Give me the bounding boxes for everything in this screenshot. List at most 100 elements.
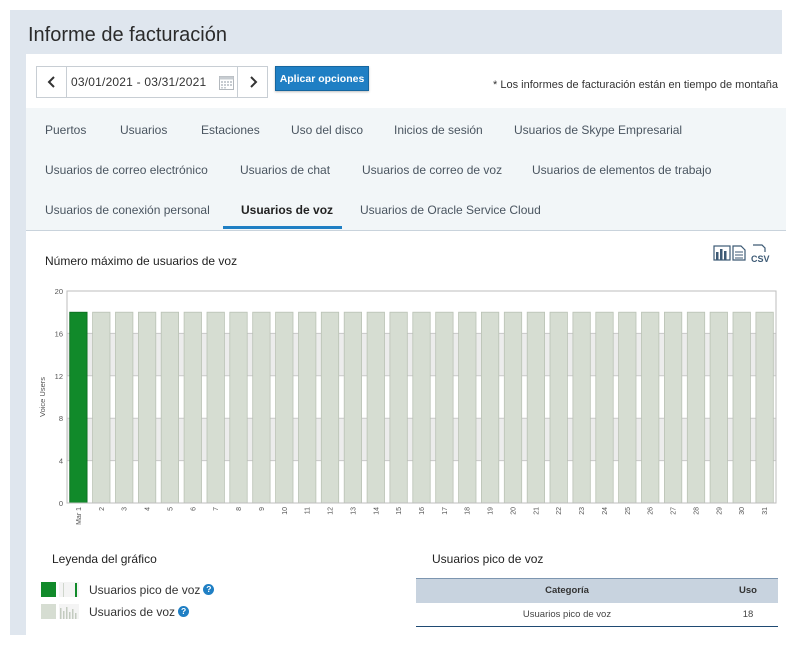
bar [572,311,591,504]
bar [138,311,157,504]
bar [618,311,637,504]
x-tick-label: 21 [533,507,540,515]
legend-item-peak: Usuarios pico de voz? [41,582,215,597]
x-tick-label: 28 [694,507,701,515]
y-tick-label: 20 [55,287,63,296]
timezone-note: * Los informes de facturación están en t… [493,79,778,91]
voice-bars-icon [59,604,79,619]
bar [458,311,477,504]
bar [732,311,751,504]
bar [183,311,202,504]
report-tabs: Puertos Usuarios Estaciones Uso del disc… [26,108,786,231]
bar [549,311,568,504]
x-tick-label: 14 [373,507,380,515]
bar [160,311,179,504]
peak-users-table: Categoría Uso Usuarios pico de voz 18 [416,578,778,627]
calendar-icon[interactable] [215,75,237,90]
chart-export-icon[interactable] [713,244,747,262]
y-axis-label: Voice Users [38,377,47,417]
column-header-category[interactable]: Categoría [416,578,718,603]
tab-chat[interactable]: Usuarios de chat [240,163,331,177]
x-tick-label: 17 [442,507,449,515]
report-frame: Informe de facturación 03/01/2021 - 03/3… [10,10,786,636]
bar [92,311,111,504]
bar [275,311,294,504]
x-tick-label: 9 [259,507,266,511]
export-toolbar: CSV [713,244,772,264]
csv-export-icon[interactable]: CSV [750,244,772,264]
tab-usuarios[interactable]: Usuarios [120,123,168,137]
x-tick-label: 19 [488,507,495,515]
bar [252,311,271,504]
x-tick-label: 7 [213,507,220,511]
tab-correo-de-voz[interactable]: Usuarios de correo de voz [362,163,503,177]
x-tick-label: 26 [648,507,655,515]
x-tick-label: 30 [739,507,746,515]
x-tick-label: 27 [671,507,678,515]
tab-correo-electronico[interactable]: Usuarios de correo electrónico [45,163,208,177]
x-tick-label: 12 [328,507,335,515]
tab-uso-del-disco[interactable]: Uso del disco [291,123,364,137]
tab-skype-empresarial[interactable]: Usuarios de Skype Empresarial [514,123,683,137]
bar [641,311,660,504]
bar [709,311,728,504]
x-tick-label: 16 [419,507,426,515]
y-tick-label: 8 [59,414,63,423]
row-category: Usuarios pico de voz [416,602,718,627]
x-tick-label: 25 [625,507,632,515]
bar [526,311,546,504]
help-icon[interactable]: ? [178,605,190,617]
bar [115,311,134,504]
y-tick-label: 12 [55,372,63,381]
bar [206,311,225,504]
active-tab-indicator [223,226,342,229]
y-tick-label: 0 [59,499,63,508]
tab-usuarios-de-voz[interactable]: Usuarios de voz [241,203,334,217]
x-tick-label: 23 [579,507,586,515]
x-tick-label: 22 [556,507,563,515]
tab-estaciones[interactable]: Estaciones [201,123,260,137]
x-tick-label: 20 [511,507,518,515]
x-tick-label: 4 [145,507,152,511]
chevron-left-icon[interactable] [37,67,67,97]
x-tick-label: 31 [762,507,769,515]
tab-oracle-service-cloud[interactable]: Usuarios de Oracle Service Cloud [360,203,541,217]
x-tick-label: 29 [716,507,723,515]
x-tick-label: 3 [122,507,129,511]
x-tick-label: 10 [282,507,289,515]
column-header-usage[interactable]: Uso [718,578,778,603]
tab-inicios-de-sesion[interactable]: Inicios de sesión [394,123,483,137]
y-tick-label: 4 [59,457,63,466]
help-icon[interactable]: ? [203,583,215,595]
legend-label-peak: Usuarios pico de voz? [89,583,215,597]
bar [595,311,614,504]
date-range-picker[interactable]: 03/01/2021 - 03/31/2021 [36,66,268,98]
svg-text:CSV: CSV [751,254,770,264]
plot-border [66,290,777,504]
bar [389,311,408,504]
x-tick-label: 6 [190,507,197,511]
x-tick-label: 2 [99,507,106,511]
bar [412,311,431,504]
bar [69,311,88,504]
chevron-right-icon[interactable] [237,67,267,97]
voice-swatch [41,604,56,619]
table-row: Usuarios pico de voz 18 [416,602,778,627]
x-tick-label: 18 [465,507,472,515]
bar [480,311,500,504]
peak-swatch [41,582,56,597]
x-tick-label: 15 [396,507,403,515]
x-tick-label: 11 [305,507,312,514]
tab-puertos[interactable]: Puertos [45,123,87,137]
legend-title: Leyenda del gráfico [52,552,157,566]
tab-conexion-personal[interactable]: Usuarios de conexión personal [45,203,210,217]
date-range-input[interactable]: 03/01/2021 - 03/31/2021 [71,75,207,89]
bar [343,311,363,504]
tab-elementos-de-trabajo[interactable]: Usuarios de elementos de trabajo [532,163,712,177]
chart-title: Número máximo de usuarios de voz [45,254,238,268]
x-tick-label: 5 [167,507,174,511]
peak-table-title: Usuarios pico de voz [432,552,544,566]
apply-options-button[interactable]: Aplicar opciones [275,66,369,91]
x-tick-label: 13 [350,507,357,515]
bar [686,311,706,504]
